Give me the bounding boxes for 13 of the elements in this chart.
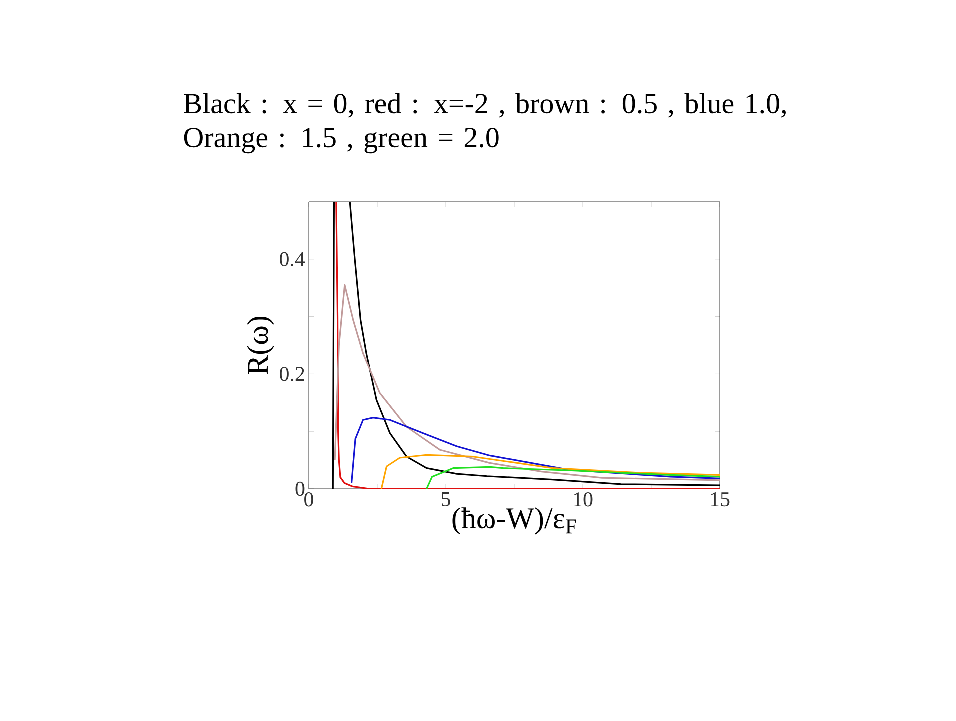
x-tick-label: 10 xyxy=(574,492,593,507)
line-series xyxy=(426,466,720,489)
line-series xyxy=(380,454,720,489)
x-tick-label: 5 xyxy=(442,492,450,506)
y-axis-title: R(ω) xyxy=(247,316,274,375)
line-series xyxy=(334,284,720,482)
line-series xyxy=(350,417,720,484)
chart-title: Black : x = 0, red : x=-2 , brown : 0.5 , blue 1.0, Orange : 1.5 , green = 2.0 xyxy=(184,93,786,154)
x-axis-title: (ħω-W)/ε$_{F}$ xyxy=(452,508,576,535)
y-tick-label: 0.2 xyxy=(280,367,304,382)
y-tick-label: 0 xyxy=(296,482,305,496)
y-tick-label: 0.4 xyxy=(280,252,306,267)
x-tick-label: 15 xyxy=(711,492,730,507)
